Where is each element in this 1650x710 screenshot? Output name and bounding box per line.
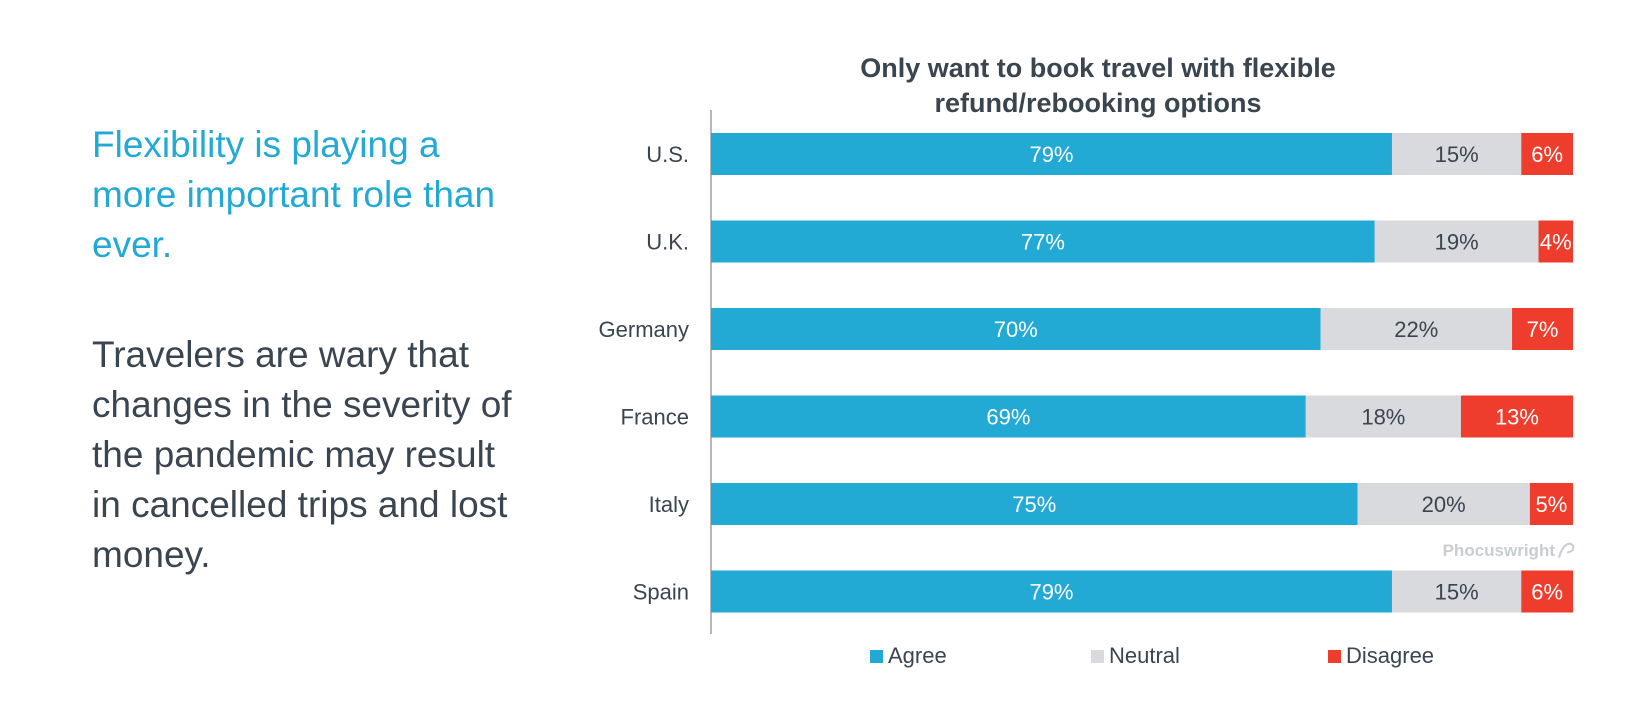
legend-swatch-agree [870, 650, 883, 663]
data-label-disagree: 7% [1527, 317, 1559, 342]
data-label-neutral: 19% [1435, 230, 1479, 255]
legend-label-agree: Agree [888, 643, 947, 668]
chart-title-line: Only want to book travel with flexible [860, 53, 1336, 83]
data-label-disagree: 5% [1536, 492, 1568, 517]
legend-swatch-neutral [1091, 650, 1104, 663]
legend-label-neutral: Neutral [1109, 643, 1180, 668]
bar-segment-disagree [1538, 220, 1573, 263]
data-label-agree: 79% [1029, 142, 1073, 167]
data-label-agree: 75% [1012, 492, 1056, 517]
data-label-neutral: 15% [1435, 580, 1479, 605]
data-label-disagree: 4% [1540, 230, 1572, 255]
legend-label-disagree: Disagree [1346, 643, 1434, 668]
category-label: U.K. [646, 230, 689, 255]
bar-segment-disagree [1460, 395, 1573, 438]
data-label-agree: 69% [986, 405, 1030, 430]
chart-title-line: refund/rebooking options [935, 88, 1262, 118]
bar-segment-disagree [1512, 308, 1573, 350]
data-label-disagree: 13% [1495, 405, 1539, 430]
category-label: Italy [649, 492, 689, 517]
headline: Flexibility is playing a more important … [92, 124, 496, 265]
bar-segment-agree [711, 395, 1306, 438]
category-label: U.S. [646, 142, 689, 167]
data-label-neutral: 15% [1435, 142, 1479, 167]
legend-swatch-disagree [1328, 650, 1341, 663]
data-label-agree: 77% [1021, 230, 1065, 255]
bar-segment-neutral [1391, 133, 1522, 175]
data-label-disagree: 6% [1531, 580, 1563, 605]
bar-segment-disagree [1521, 570, 1573, 613]
category-label: Spain [633, 580, 689, 605]
data-label-neutral: 18% [1361, 405, 1405, 430]
bar-segment-neutral [1391, 570, 1522, 613]
data-label-agree: 70% [994, 317, 1038, 342]
bar-segment-agree [711, 483, 1358, 525]
bar-segment-neutral [1320, 308, 1513, 350]
data-label-disagree: 6% [1531, 142, 1563, 167]
bar-segment-disagree [1521, 133, 1573, 175]
body-text: Travelers are wary that changes in the s… [92, 334, 512, 575]
data-label-neutral: 22% [1394, 317, 1438, 342]
bar-segment-neutral [1357, 483, 1530, 525]
watermark-logo-mark [1558, 542, 1575, 558]
phocuswright-watermark: Phocuswright [1443, 541, 1556, 560]
bar-segment-agree [711, 308, 1321, 350]
bar-segment-agree [711, 570, 1392, 613]
bar-segment-agree [711, 220, 1375, 263]
data-label-neutral: 20% [1422, 492, 1466, 517]
bar-segment-neutral [1305, 395, 1461, 438]
category-label: Germany [599, 317, 689, 342]
bar-segment-agree [711, 133, 1392, 175]
bar-segment-disagree [1529, 483, 1573, 525]
category-label: France [621, 405, 689, 430]
bar-segment-neutral [1374, 220, 1539, 263]
data-label-agree: 79% [1029, 580, 1073, 605]
